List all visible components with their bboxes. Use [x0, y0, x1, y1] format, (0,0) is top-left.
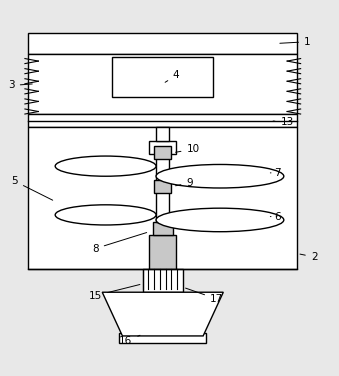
Text: 5: 5: [12, 176, 53, 200]
Text: 9: 9: [176, 178, 193, 188]
FancyBboxPatch shape: [119, 333, 206, 343]
Text: 8: 8: [92, 232, 147, 253]
FancyBboxPatch shape: [156, 127, 170, 141]
FancyBboxPatch shape: [153, 221, 173, 235]
Text: 10: 10: [176, 144, 200, 154]
FancyBboxPatch shape: [149, 235, 176, 269]
Ellipse shape: [156, 208, 284, 232]
FancyBboxPatch shape: [149, 141, 176, 155]
Text: 15: 15: [89, 285, 140, 300]
FancyBboxPatch shape: [112, 57, 213, 97]
FancyBboxPatch shape: [156, 155, 170, 221]
Text: 2: 2: [300, 252, 317, 262]
Text: 17: 17: [185, 288, 223, 304]
Ellipse shape: [55, 156, 156, 176]
FancyBboxPatch shape: [154, 146, 171, 159]
Ellipse shape: [156, 164, 284, 188]
FancyBboxPatch shape: [143, 269, 183, 292]
Text: 3: 3: [8, 80, 32, 91]
FancyBboxPatch shape: [28, 127, 297, 269]
FancyBboxPatch shape: [28, 33, 297, 53]
Text: 16: 16: [119, 335, 140, 346]
FancyBboxPatch shape: [154, 180, 171, 193]
Text: 6: 6: [271, 212, 280, 221]
Ellipse shape: [55, 205, 156, 225]
Polygon shape: [102, 292, 223, 336]
Text: 4: 4: [165, 70, 180, 82]
FancyBboxPatch shape: [28, 114, 297, 127]
Text: 1: 1: [280, 37, 311, 47]
Text: 13: 13: [273, 117, 294, 127]
Text: 7: 7: [271, 168, 280, 178]
FancyBboxPatch shape: [28, 53, 297, 114]
